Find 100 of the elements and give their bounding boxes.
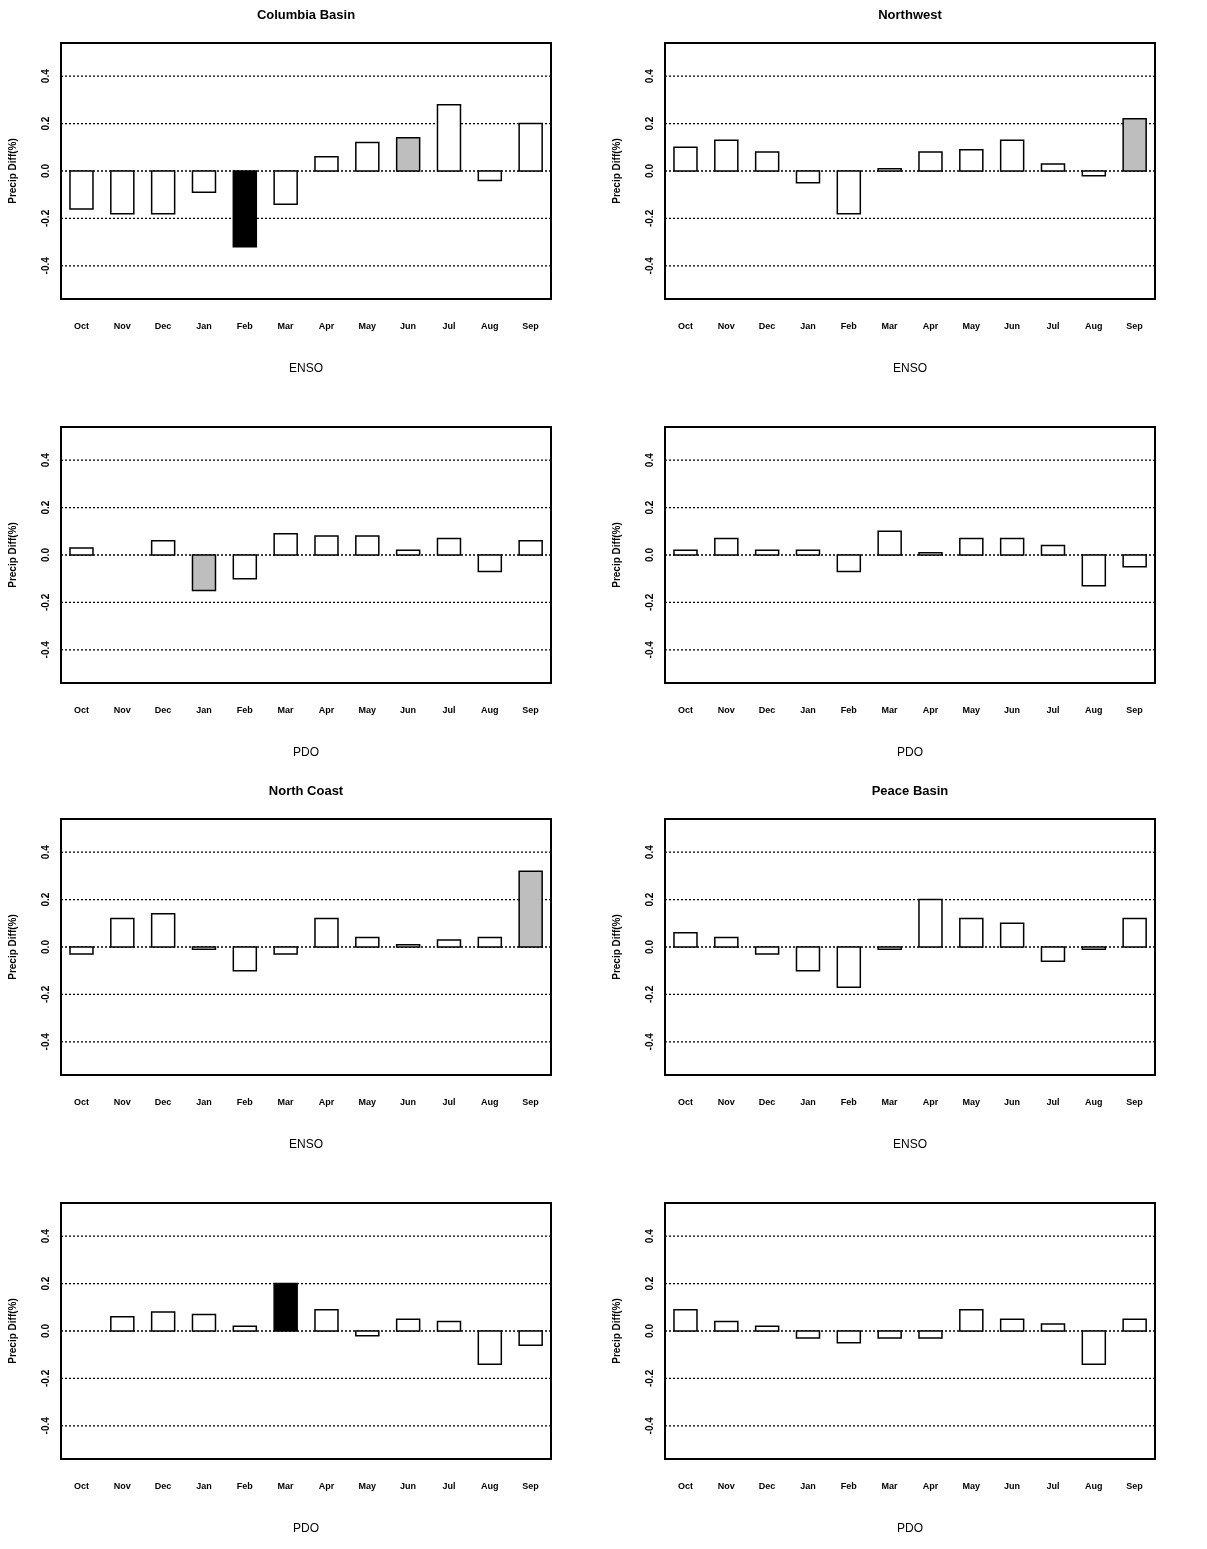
y-tick-label: 0.2 [644, 116, 655, 131]
y-tick-label: 0.2 [644, 1276, 655, 1291]
y-tick-label: 0.4 [40, 1228, 51, 1244]
y-tick-label: 0.0 [40, 547, 51, 562]
x-tick-label: May [962, 705, 981, 716]
y-axis-title: Precip Diff(%) [610, 522, 622, 588]
x-tick-label: Jan [196, 705, 212, 716]
y-tick-label: 0.0 [40, 939, 51, 954]
x-tick-label: Mar [277, 321, 295, 332]
x-tick-label: Nov [113, 1097, 131, 1108]
x-tick-label: Jul [442, 1481, 456, 1492]
x-tick-label: Jun [400, 321, 417, 332]
x-tick-label: Jun [400, 1481, 417, 1492]
x-tick-label: Jan [800, 1481, 816, 1492]
x-axis-title: ENSO [892, 1137, 928, 1151]
x-tick-label: Feb [236, 705, 254, 716]
x-tick-label: Mar [277, 1097, 295, 1108]
x-tick-label: Sep [522, 1097, 540, 1108]
x-tick-label: May [358, 1097, 377, 1108]
x-tick-label: Jun [1004, 1097, 1021, 1108]
y-axis-title: Precip Diff(%) [6, 138, 18, 204]
x-tick-label: Jan [800, 1097, 816, 1108]
y-tick-label: 0.4 [644, 452, 655, 468]
y-axis-title: Precip Diff(%) [610, 138, 622, 204]
x-tick-label: Feb [840, 1481, 858, 1492]
y-tick-label: 0.0 [644, 939, 655, 954]
y-tick-label: 0.2 [644, 500, 655, 515]
x-tick-label: Mar [881, 321, 899, 332]
x-tick-label: Jul [442, 321, 456, 332]
y-tick-label: -0.2 [644, 593, 655, 612]
x-tick-label: Dec [154, 1097, 172, 1108]
x-tick-label: May [962, 1097, 981, 1108]
x-tick-label: May [358, 1481, 377, 1492]
x-tick-label: Feb [840, 321, 858, 332]
x-tick-label: Jun [1004, 705, 1021, 716]
x-axis-title: PDO [292, 745, 320, 759]
x-axis-title: PDO [292, 1521, 320, 1535]
x-tick-label: Oct [677, 321, 693, 332]
x-tick-label: Feb [236, 1481, 254, 1492]
y-tick-label: 0.2 [40, 892, 51, 907]
x-tick-label: Nov [717, 321, 735, 332]
y-tick-label: 0.0 [644, 1323, 655, 1338]
y-tick-label: -0.2 [40, 1369, 51, 1388]
x-tick-label: Feb [236, 321, 254, 332]
x-tick-label: Mar [277, 1481, 295, 1492]
x-tick-label: Oct [677, 1097, 693, 1108]
y-tick-label: -0.2 [40, 985, 51, 1004]
y-tick-label: 0.0 [644, 547, 655, 562]
x-tick-label: Nov [717, 1481, 735, 1492]
y-tick-label: 0.2 [40, 116, 51, 131]
y-tick-label: 0.4 [644, 1228, 655, 1244]
x-tick-label: Mar [881, 705, 899, 716]
x-axis-title: ENSO [892, 361, 928, 375]
y-tick-label: 0.2 [40, 1276, 51, 1291]
x-tick-label: Jan [196, 1097, 212, 1108]
y-tick-label: -0.4 [644, 640, 655, 659]
y-tick-label: 0.4 [40, 844, 51, 860]
x-tick-label: Jan [800, 321, 816, 332]
y-tick-label: 0.4 [644, 68, 655, 84]
x-tick-label: Sep [1126, 1097, 1144, 1108]
y-tick-label: 0.0 [40, 163, 51, 178]
x-tick-label: Jan [196, 321, 212, 332]
x-tick-label: Jun [1004, 1481, 1021, 1492]
x-tick-label: Jul [442, 1097, 456, 1108]
x-tick-label: Dec [154, 321, 172, 332]
x-tick-label: Dec [758, 705, 776, 716]
x-tick-label: Oct [73, 1481, 89, 1492]
y-axis-title: Precip Diff(%) [6, 1298, 18, 1364]
x-tick-label: Jul [1046, 321, 1060, 332]
y-tick-label: 0.4 [40, 68, 51, 84]
y-tick-label: -0.4 [644, 1032, 655, 1051]
x-tick-label: Feb [840, 1097, 858, 1108]
x-tick-label: Apr [922, 321, 939, 332]
x-tick-label: Oct [73, 705, 89, 716]
chart-title: Peace Basin [870, 783, 950, 798]
x-tick-label: Apr [318, 321, 335, 332]
x-tick-label: May [358, 705, 377, 716]
x-tick-label: Jan [196, 1481, 212, 1492]
y-tick-label: -0.4 [644, 256, 655, 275]
y-tick-label: 0.4 [40, 452, 51, 468]
y-tick-label: -0.2 [644, 209, 655, 228]
y-tick-label: -0.4 [40, 1032, 51, 1051]
x-tick-label: Nov [113, 705, 131, 716]
x-tick-label: Jul [1046, 1481, 1060, 1492]
y-tick-label: 0.2 [40, 500, 51, 515]
y-axis-title: Precip Diff(%) [6, 522, 18, 588]
y-tick-label: 0.0 [40, 1323, 51, 1338]
x-tick-label: Jul [1046, 1097, 1060, 1108]
x-tick-label: Apr [318, 1481, 335, 1492]
y-tick-label: 0.0 [644, 163, 655, 178]
x-tick-label: Jun [400, 1097, 417, 1108]
y-tick-label: -0.4 [40, 1416, 51, 1435]
x-tick-label: Aug [481, 321, 499, 332]
x-tick-label: Jun [400, 705, 417, 716]
x-tick-label: May [358, 321, 377, 332]
x-tick-label: Jan [800, 705, 816, 716]
x-tick-label: Dec [154, 1481, 172, 1492]
x-tick-label: Aug [481, 1097, 499, 1108]
x-axis-title: PDO [896, 1521, 924, 1535]
x-tick-label: Apr [318, 1097, 335, 1108]
